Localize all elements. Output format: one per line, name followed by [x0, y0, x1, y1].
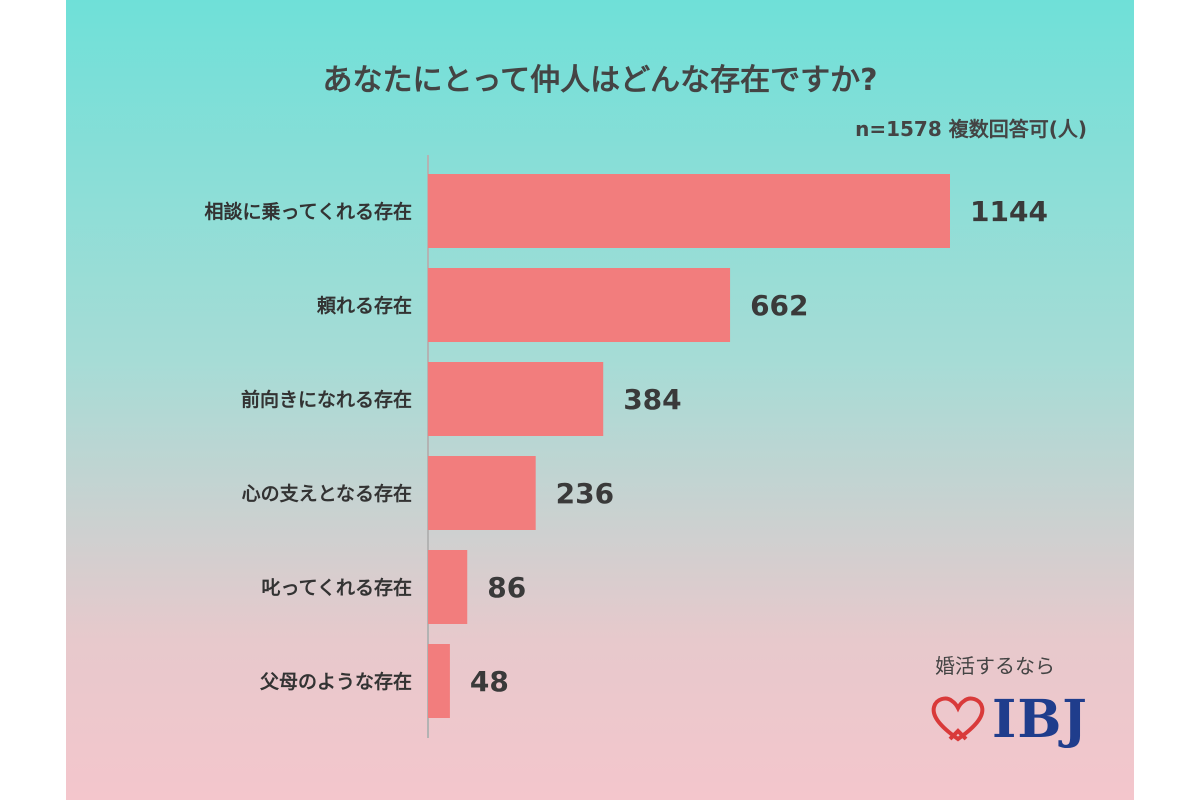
- ibj-logo: IBJ: [928, 684, 1088, 754]
- value-label: 1144: [970, 195, 1048, 228]
- category-label: 頼れる存在: [317, 294, 412, 317]
- heart-outline-icon: [931, 696, 985, 742]
- bar: [428, 550, 468, 624]
- category-label: 相談に乗ってくれる存在: [205, 200, 412, 223]
- logo-brand-text: IBJ: [992, 688, 1088, 750]
- bar: [428, 174, 950, 248]
- logo-tagline: 婚活するなら: [935, 654, 1055, 678]
- category-label: 心の支えとなる存在: [242, 482, 412, 505]
- bar: [428, 362, 604, 436]
- bar: [428, 456, 536, 530]
- chart-subtitle: n=1578 複数回答可(人): [855, 117, 1087, 141]
- chart-title: あなたにとって仲人はどんな存在ですか?: [322, 63, 877, 98]
- bar: [428, 644, 450, 718]
- value-label: 48: [470, 665, 509, 698]
- category-label: 父母のような存在: [259, 670, 412, 693]
- value-label: 662: [750, 289, 808, 322]
- category-label: 叱ってくれる存在: [262, 576, 412, 599]
- bars-group: 相談に乗ってくれる存在 1144 頼れる存在 662 前向きになれる存在 384 心の支えと…: [205, 174, 1048, 718]
- value-label: 86: [487, 571, 526, 604]
- category-label: 前向きになれる存在: [241, 388, 412, 411]
- bar: [428, 268, 731, 342]
- value-label: 236: [556, 477, 614, 510]
- value-label: 384: [623, 383, 681, 416]
